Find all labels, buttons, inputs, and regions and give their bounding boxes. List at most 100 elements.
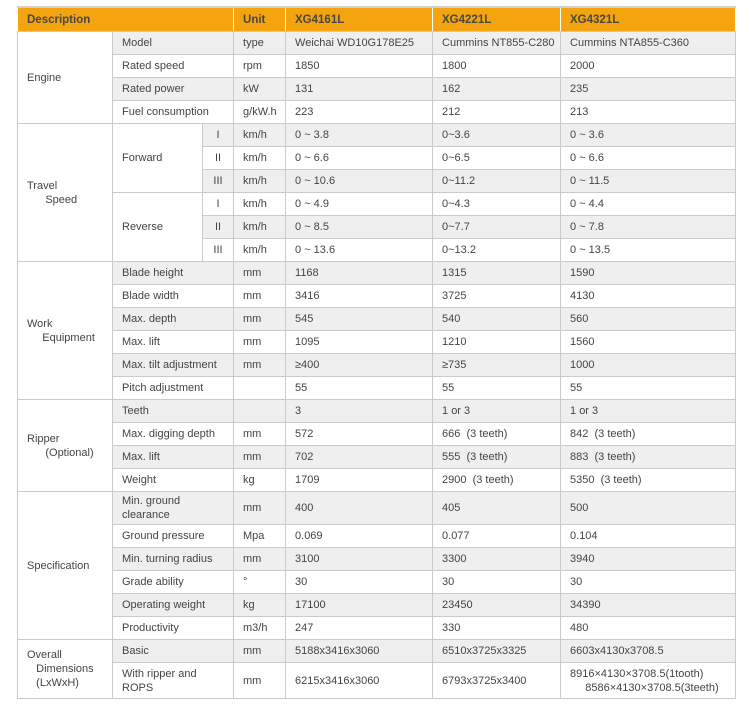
unit-cell: mm [233,547,287,571]
value-cell: 1 or 3 [432,399,562,423]
value-cell: 1800 [432,54,562,78]
table-row: Travel Speed Forward I km/h 0 ~ 3.8 0~3.… [17,123,737,262]
value-cell: 666 (3 teeth) [432,422,562,446]
unit-cell: type [233,31,287,55]
table-row: Ground pressure Mpa 0.069 0.077 0.104 [18,524,737,548]
table-row: II km/h 0 ~ 8.5 0~7.7 0 ~ 7.8 [18,215,737,239]
value-cell: 405 [432,491,562,525]
unit-cell: mm [233,330,287,354]
unit-cell: g/kW.h [233,100,287,124]
value-cell: 0 ~ 3.6 [560,123,737,147]
table-row: Rated power kW 131 162 235 [18,77,737,101]
value-cell: 0~11.2 [432,169,562,193]
label-cell: Min. ground clearance [111,491,235,525]
value-cell: 6215x3416x3060 [285,662,434,699]
table-row: III km/h 0 ~ 13.6 0~13.2 0 ~ 13.5 [18,238,737,262]
value-cell: 702 [285,445,434,469]
value-cell: 572 [285,422,434,446]
unit-cell: mm [233,261,287,285]
value-cell: 1210 [432,330,562,354]
value-cell: 23450 [432,593,562,617]
value-cell: 3 [285,399,434,423]
value-cell: 2000 [560,54,737,78]
section-label-work-equipment: Work Equipment [17,261,113,400]
value-cell: ≥400 [285,353,434,377]
table-header: Description Unit XG4161L XG4221L XG4321L [16,6,737,32]
value-cell: 545 [285,307,434,331]
value-cell: 0~4.3 [432,192,562,216]
value-cell: 1095 [285,330,434,354]
value-cell: 55 [285,376,434,400]
gear-cell: II [201,215,235,239]
value-cell: 0~3.6 [432,123,562,147]
header-unit: Unit [233,6,287,32]
label-cell: Rated power [111,77,235,101]
value-cell: 34390 [560,593,737,617]
table-row: Ripper (Optional) Teeth 3 1 or 3 1 or 3 [17,399,737,492]
table-row: Overall Dimensions (LxWxH) Basic mm 5188… [17,639,737,699]
label-cell: With ripper and ROPS [111,662,235,699]
table-row: II km/h 0 ~ 6.6 0~6.5 0 ~ 6.6 [18,146,737,170]
unit-cell: mm [233,353,287,377]
section-ripper: Ripper (Optional) Teeth 3 1 or 3 1 or 3 … [17,399,737,492]
unit-cell: mm [233,639,287,663]
unit-cell: kg [233,593,287,617]
section-label-ripper: Ripper (Optional) [17,399,113,492]
table-row: Reverse I km/h 0 ~ 4.9 0~4.3 0 ~ 4.4 [18,192,737,262]
value-cell: 6603x4130x3708.5 [560,639,737,663]
label-cell: Model [111,31,235,55]
label-cell: Operating weight [111,593,235,617]
value-cell: 0 ~ 4.9 [285,192,434,216]
value-cell: 30 [285,570,434,594]
header-model-xg4161l: XG4161L [285,6,434,32]
unit-cell: mm [233,445,287,469]
value-cell: 0 ~ 10.6 [285,169,434,193]
section-label-overall-dimensions: Overall Dimensions (LxWxH) [17,639,113,699]
value-cell: 0 ~ 6.6 [285,146,434,170]
unit-cell: mm [233,491,287,525]
value-cell: 555 (3 teeth) [432,445,562,469]
unit-cell: km/h [233,169,287,193]
value-cell: 0 ~ 11.5 [560,169,737,193]
table-row: Max. tilt adjustment mm ≥400 ≥735 1000 [18,353,737,377]
unit-cell: km/h [233,146,287,170]
value-cell: 4130 [560,284,737,308]
gear-cell: III [201,238,235,262]
table-row: Grade ability ° 30 30 30 [18,570,737,594]
value-cell: 223 [285,100,434,124]
value-cell: 162 [432,77,562,101]
value-cell: 0~7.7 [432,215,562,239]
value-cell: 30 [560,570,737,594]
gear-cell: I [201,123,235,147]
value-cell: 0.104 [560,524,737,548]
label-cell: Ground pressure [111,524,235,548]
section-overall-dimensions: Overall Dimensions (LxWxH) Basic mm 5188… [17,639,737,699]
label-cell: Basic [111,639,235,663]
gear-cell: I [201,192,235,216]
table-row: Max. depth mm 545 540 560 [18,307,737,331]
unit-cell: kg [233,468,287,492]
label-cell: Teeth [111,399,235,423]
section-specification: Specification Min. ground clearance mm 4… [17,491,737,640]
value-cell: 0 ~ 4.4 [560,192,737,216]
unit-cell: mm [233,422,287,446]
value-cell: 1000 [560,353,737,377]
value-cell: 1850 [285,54,434,78]
label-cell: Rated speed [111,54,235,78]
value-cell: 3725 [432,284,562,308]
value-cell: 330 [432,616,562,640]
label-cell: Blade height [111,261,235,285]
value-cell: ≥735 [432,353,562,377]
value-cell: 0 ~ 3.8 [285,123,434,147]
value-cell: 5350 (3 teeth) [560,468,737,492]
value-cell: 480 [560,616,737,640]
label-cell: Weight [111,468,235,492]
label-cell: Max. digging depth [111,422,235,446]
value-cell: 0 ~ 13.5 [560,238,737,262]
header-model-xg4221l: XG4221L [432,6,562,32]
table-row: Fuel consumption g/kW.h 223 212 213 [18,100,737,124]
value-cell: 1168 [285,261,434,285]
table-row: Max. lift mm 1095 1210 1560 [18,330,737,354]
value-cell: 883 (3 teeth) [560,445,737,469]
value-cell: 247 [285,616,434,640]
